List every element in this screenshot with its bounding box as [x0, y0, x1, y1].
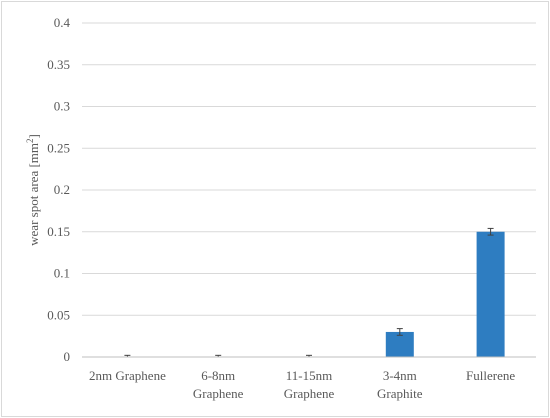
- y-axis-label-superscript: 2: [25, 138, 35, 143]
- y-tick-label: 0.25: [47, 140, 70, 155]
- y-tick-label: 0.05: [47, 307, 70, 322]
- bar: [476, 231, 505, 357]
- error-bars: [124, 227, 494, 357]
- bar: [385, 331, 414, 357]
- y-tick-label: 0.15: [47, 224, 70, 239]
- x-tick-label-line: Graphene: [284, 386, 335, 401]
- x-tick-label: 11-15nm Graphene: [284, 368, 335, 401]
- y-axis-label: wear spot area [mm2]: [25, 134, 41, 246]
- gridlines: [82, 22, 536, 316]
- error-bar: [396, 328, 403, 336]
- y-tick-label: 0.4: [54, 15, 71, 30]
- x-tick-label: 2nm Graphene: [89, 368, 166, 383]
- x-tick-label: Fullerene: [466, 368, 515, 383]
- x-tick-label-line: 6-8nm: [201, 368, 235, 383]
- x-tick-label-line: Fullerene: [466, 368, 515, 383]
- x-tick-label: 3-4nm Graphite: [377, 368, 423, 401]
- x-tick-label-line: 3-4nm: [383, 368, 417, 383]
- y-tick-label: 0.1: [54, 266, 70, 281]
- x-tick-label-line: 11-15nm: [286, 368, 332, 383]
- x-tick-labels: 2nm Graphene 6-8nm Graphene 11-15nm Graphene…: [89, 368, 515, 401]
- y-tick-label: 0: [64, 349, 71, 364]
- y-tick-labels: 0 0.05 0.1 0.15 0.2 0.25 0.3 0.35 0.4: [47, 15, 70, 364]
- bars: [385, 231, 505, 357]
- y-tick-label: 0.3: [54, 99, 70, 114]
- y-tick-label: 0.2: [54, 182, 70, 197]
- x-tick-label-line: Graphene: [193, 386, 244, 401]
- x-tick-label-line: 2nm Graphene: [89, 368, 166, 383]
- error-bar: [487, 227, 494, 236]
- x-tick-label: 6-8nm Graphene: [193, 368, 244, 401]
- y-tick-label: 0.35: [47, 57, 70, 72]
- x-tick-label-line: Graphite: [377, 386, 423, 401]
- y-axis-label-suffix: ]: [26, 134, 41, 138]
- y-axis-label-text: wear spot area [mm: [26, 143, 41, 246]
